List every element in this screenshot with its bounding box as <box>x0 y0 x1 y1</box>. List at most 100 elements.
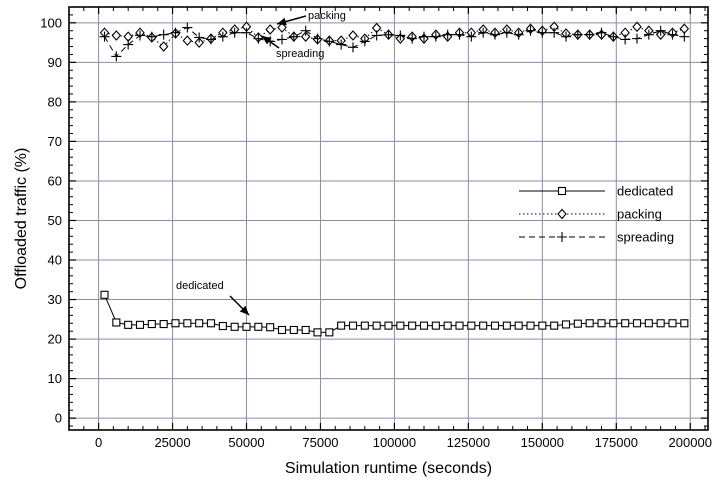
y-tick-label: 0 <box>55 411 62 426</box>
data-point-dedicated <box>621 319 630 328</box>
y-tick-label: 80 <box>48 94 62 109</box>
data-point-dedicated <box>550 321 559 330</box>
data-point-dedicated <box>514 321 523 330</box>
series-spreading <box>99 22 690 62</box>
data-point-packing <box>348 30 358 41</box>
legend-label: spreading <box>617 230 674 245</box>
data-point-spreading <box>217 31 228 42</box>
data-point-spreading <box>395 30 406 41</box>
annotation-dedicated: dedicated <box>176 280 250 316</box>
data-point-dedicated <box>656 319 665 328</box>
data-point-dedicated <box>242 322 251 331</box>
data-point-dedicated <box>502 321 511 330</box>
data-point-dedicated <box>609 319 618 328</box>
data-point-dedicated <box>183 319 192 328</box>
data-point-dedicated <box>431 321 440 330</box>
data-point-spreading <box>182 22 193 33</box>
data-point-dedicated <box>372 321 381 330</box>
data-point-spreading <box>300 25 311 36</box>
data-point-packing <box>265 24 275 35</box>
data-point-dedicated <box>526 321 535 330</box>
data-point-spreading <box>561 31 571 42</box>
x-tick-label: 150000 <box>521 435 564 450</box>
y-tick-label: 100 <box>40 15 62 30</box>
annotation-label: spreading <box>276 48 324 60</box>
data-point-dedicated <box>266 323 275 332</box>
data-point-dedicated <box>171 319 180 328</box>
x-tick-label: 125000 <box>447 435 490 450</box>
y-tick-label: 20 <box>48 332 62 347</box>
data-point-dedicated <box>112 318 121 327</box>
data-point-dedicated <box>230 322 239 331</box>
data-point-packing <box>300 31 311 42</box>
data-point-spreading <box>419 31 429 42</box>
data-point-spreading <box>549 27 560 38</box>
data-point-dedicated <box>325 328 334 337</box>
data-point-dedicated <box>573 319 582 328</box>
data-point-dedicated <box>195 319 204 328</box>
data-point-spreading <box>667 29 678 40</box>
data-point-spreading <box>442 29 453 40</box>
data-point-dedicated <box>384 321 393 330</box>
data-point-spreading <box>490 29 500 40</box>
data-point-dedicated <box>467 321 476 330</box>
data-point-spreading <box>371 30 382 41</box>
legend-item-packing: packing <box>519 207 662 222</box>
data-point-dedicated <box>348 321 358 330</box>
data-point-dedicated <box>159 320 168 329</box>
annotation-packing: packing <box>276 10 346 26</box>
data-point-spreading <box>466 31 477 42</box>
data-point-spreading <box>620 34 631 45</box>
legend-item-spreading: spreading <box>519 230 674 245</box>
data-point-spreading <box>513 29 524 40</box>
annotation-arrow-head <box>262 36 272 45</box>
data-point-spreading <box>312 33 323 44</box>
data-point-dedicated <box>218 321 227 331</box>
y-tick-label: 30 <box>48 292 62 307</box>
data-point-spreading <box>632 33 642 44</box>
data-point-dedicated <box>206 319 216 328</box>
data-point-spreading <box>194 32 205 43</box>
data-point-dedicated <box>668 319 677 328</box>
data-point-spreading <box>407 33 418 44</box>
y-axis-ticks: 0 10 20 30 40 50 60 70 80 90 100 <box>40 15 708 426</box>
data-point-spreading <box>359 36 370 47</box>
y-axis-label: Offloaded traffic (%) <box>13 148 30 290</box>
grid <box>69 7 708 430</box>
data-point-spreading <box>253 33 264 44</box>
data-point-dedicated <box>644 319 653 328</box>
data-point-spreading <box>99 31 110 42</box>
legend-label: packing <box>617 207 662 222</box>
data-point-packing <box>158 41 169 52</box>
plot-frame <box>68 6 709 431</box>
data-point-spreading <box>679 31 690 42</box>
legend-marker-packing <box>557 208 567 220</box>
data-point-dedicated <box>479 321 488 330</box>
data-point-spreading <box>584 29 595 40</box>
data-point-spreading <box>170 27 181 38</box>
data-point-spreading <box>241 27 252 38</box>
legend-marker-spreading <box>557 232 567 242</box>
x-axis-label: Simulation runtime (seconds) <box>285 460 492 477</box>
data-point-dedicated <box>100 290 109 299</box>
y-tick-label: 40 <box>48 253 62 268</box>
data-point-spreading <box>146 31 157 42</box>
x-tick-label: 75000 <box>302 435 338 450</box>
data-point-packing <box>111 30 122 41</box>
data-point-packing <box>182 35 193 46</box>
y-tick-label: 50 <box>48 213 62 228</box>
data-point-dedicated <box>443 321 452 330</box>
data-point-dedicated <box>455 321 464 330</box>
data-point-spreading <box>596 27 607 38</box>
data-point-spreading <box>383 29 394 40</box>
y-tick-label: 90 <box>48 55 62 70</box>
data-point-dedicated <box>408 321 417 330</box>
data-point-dedicated <box>277 325 287 335</box>
data-point-packing <box>277 22 287 33</box>
data-point-dedicated <box>490 321 500 330</box>
data-point-dedicated <box>135 320 145 329</box>
data-point-dedicated <box>396 321 405 330</box>
data-point-dedicated <box>360 321 369 330</box>
data-point-spreading <box>655 25 666 36</box>
